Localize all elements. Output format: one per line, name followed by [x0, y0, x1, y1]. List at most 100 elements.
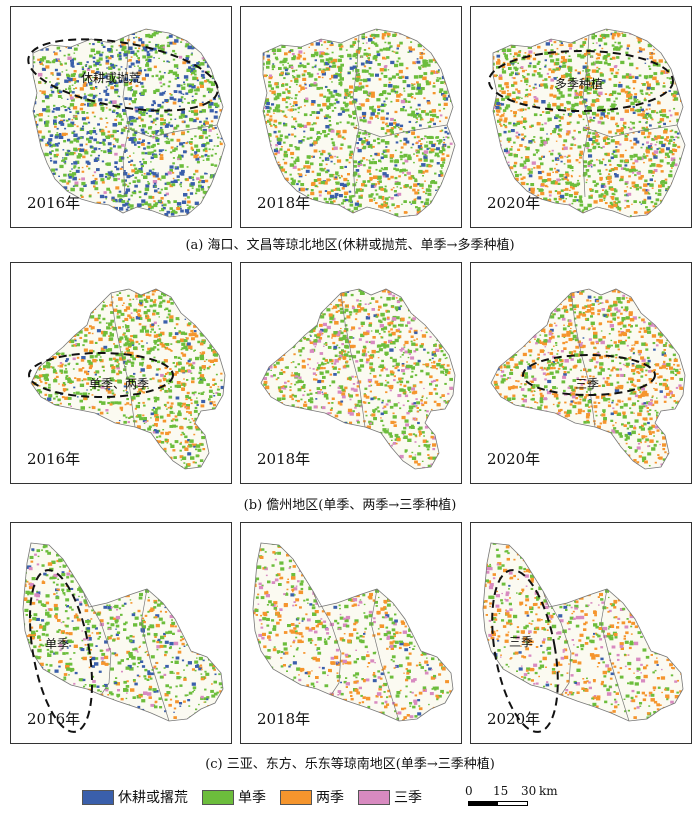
crop-pixel-fallow: [203, 30, 208, 34]
crop-pixel-fallow: [312, 155, 315, 158]
crop-pixel-single: [664, 128, 668, 132]
crop-pixel-double: [33, 158, 36, 161]
crop-pixel-single: [615, 47, 621, 51]
crop-pixel-fallow: [421, 52, 423, 54]
crop-pixel-single: [536, 151, 538, 154]
crop-pixel-single: [568, 194, 573, 198]
crop-pixel-single: [126, 200, 129, 203]
crop-pixel-single: [178, 154, 181, 157]
crop-pixel-double: [631, 181, 636, 185]
map-panel-a-2018: 2018年: [240, 6, 462, 228]
crop-pixel-single: [355, 77, 360, 82]
crop-pixel-double: [303, 70, 307, 73]
crop-pixel-triple: [333, 146, 338, 150]
crop-pixel-double: [424, 180, 426, 182]
crop-pixel-single: [320, 152, 324, 156]
crop-pixel-single: [300, 64, 304, 67]
crop-pixel-single: [128, 182, 131, 185]
crop-pixel-fallow: [141, 41, 145, 44]
crop-pixel-single: [276, 92, 282, 97]
crop-pixel-double: [513, 115, 517, 118]
crop-pixel-single: [253, 21, 256, 23]
crop-pixel-fallow: [325, 125, 330, 129]
crop-pixel-fallow: [272, 63, 275, 65]
crop-pixel-double: [252, 145, 255, 147]
crop-pixel-single: [69, 90, 72, 93]
crop-pixel-single: [341, 202, 344, 205]
crop-pixel-double: [365, 36, 368, 38]
crop-pixel-fallow: [214, 111, 218, 114]
crop-pixel-single: [623, 126, 627, 129]
crop-pixel-single: [485, 43, 487, 45]
crop-pixel-single: [586, 92, 590, 95]
crop-pixel-double: [322, 29, 327, 34]
crop-pixel-single: [91, 76, 94, 79]
crop-pixel-double: [575, 159, 579, 162]
crop-pixel-single: [282, 60, 286, 64]
crop-pixel-single: [500, 87, 504, 90]
crop-pixel-triple: [447, 201, 453, 206]
crop-pixel-single: [255, 43, 257, 45]
crop-pixel-single: [340, 63, 344, 67]
crop-pixel-single: [290, 156, 293, 159]
crop-pixel-single: [639, 201, 642, 204]
crop-pixel-fallow: [181, 110, 185, 114]
crop-pixel-single: [510, 180, 515, 183]
crop-pixel-fallow: [252, 119, 256, 122]
crop-pixel-single: [417, 43, 422, 48]
crop-pixel-single: [43, 25, 45, 27]
crop-pixel-single: [566, 100, 570, 104]
crop-pixel-triple: [449, 142, 453, 145]
crop-pixel-double: [654, 180, 656, 182]
crop-pixel-single: [45, 120, 50, 124]
crop-pixel-single: [617, 207, 622, 211]
crop-pixel-fallow: [545, 42, 550, 46]
crop-pixel-single: [45, 77, 48, 79]
crop-pixel-single: [380, 139, 385, 143]
crop-pixel-single: [149, 55, 153, 58]
crop-pixel-single: [215, 33, 218, 36]
crop-pixel-double: [302, 57, 307, 61]
crop-pixel-single: [325, 58, 330, 62]
crop-pixel-single: [109, 23, 112, 25]
crop-pixel-fallow: [626, 47, 629, 50]
crop-pixel-double: [24, 25, 27, 28]
crop-pixel-single: [440, 164, 444, 167]
crop-pixel-single: [413, 161, 415, 164]
crop-pixel-single: [357, 203, 362, 208]
crop-pixel-double: [38, 130, 42, 134]
crop-pixel-single: [428, 150, 433, 154]
crop-pixel-double: [45, 23, 49, 26]
crop-pixel-single: [338, 79, 341, 81]
crop-pixel-double: [638, 47, 642, 50]
crop-pixel-double: [570, 174, 573, 177]
crop-pixel-single: [276, 109, 281, 113]
crop-pixel-fallow: [139, 161, 142, 163]
crop-pixel-single: [318, 207, 322, 210]
crop-pixel-fallow: [90, 180, 95, 185]
crop-pixel-triple: [653, 138, 656, 140]
crop-pixel-fallow: [671, 201, 673, 204]
crop-pixel-double: [66, 182, 70, 185]
crop-pixel-double: [372, 145, 375, 148]
crop-pixel-single: [173, 211, 178, 214]
crop-pixel-single: [69, 26, 71, 27]
crop-pixel-fallow: [664, 42, 667, 44]
crop-pixel-single: [72, 172, 77, 176]
crop-pixel-single: [205, 36, 209, 39]
crop-pixel-single: [373, 55, 378, 59]
crop-pixel-triple: [589, 116, 592, 119]
crop-pixel-single: [40, 140, 42, 142]
crop-pixel-fallow: [96, 168, 100, 172]
crop-pixel-single: [641, 31, 643, 33]
crop-pixel-single: [446, 54, 449, 56]
crop-pixel-fallow: [169, 96, 174, 100]
crop-pixel-single: [441, 146, 445, 149]
crop-pixel-single: [606, 98, 611, 102]
crop-pixel-single: [263, 110, 265, 113]
crop-pixel-double: [285, 88, 288, 91]
crop-pixel-double: [388, 81, 391, 84]
crop-pixel-single: [303, 136, 306, 138]
crop-pixel-fallow: [140, 128, 145, 132]
crop-pixel-triple: [117, 178, 120, 180]
